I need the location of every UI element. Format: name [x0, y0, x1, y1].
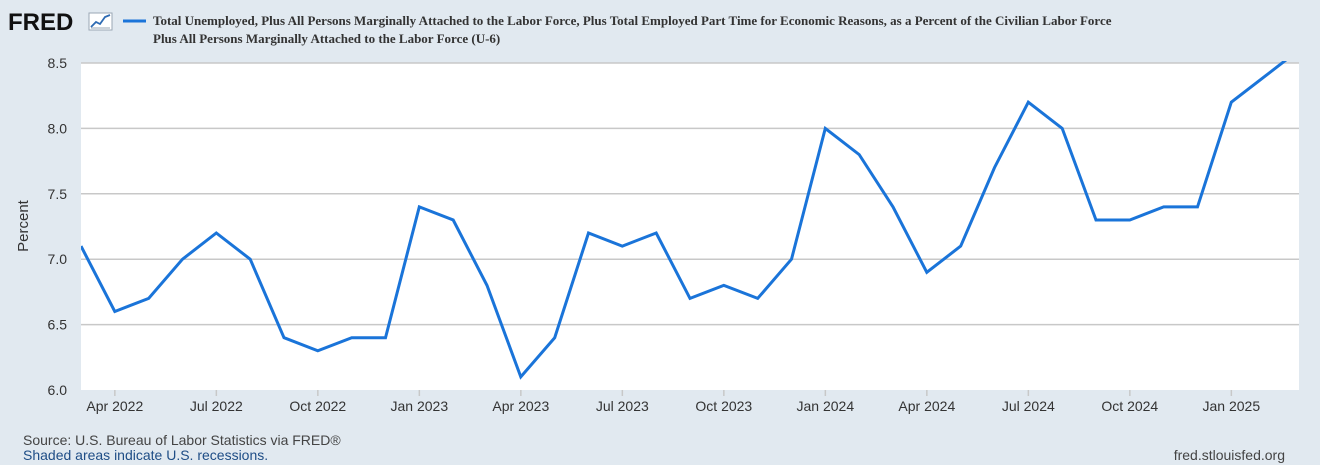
data-point[interactable]: [382, 334, 390, 342]
data-point[interactable]: [1058, 124, 1066, 132]
data-point[interactable]: [991, 164, 999, 172]
x-tick-label: Oct 2024: [1101, 398, 1158, 414]
x-tick-label: Apr 2022: [86, 398, 143, 414]
y-tick-label: 6.5: [48, 317, 68, 333]
data-point[interactable]: [179, 255, 187, 263]
data-point[interactable]: [618, 242, 626, 250]
x-tick-label: Apr 2024: [898, 398, 955, 414]
x-tick-label: Apr 2023: [492, 398, 549, 414]
x-tick-label: Jul 2023: [596, 398, 649, 414]
y-tick-label: 8.5: [48, 55, 68, 71]
legend-label-line2: Plus All Persons Marginally Attached to …: [153, 31, 500, 46]
x-tick-label: Oct 2022: [289, 398, 346, 414]
data-point[interactable]: [855, 151, 863, 159]
data-point[interactable]: [686, 294, 694, 302]
y-tick-label: 7.5: [48, 186, 68, 202]
data-point[interactable]: [551, 334, 559, 342]
data-point[interactable]: [923, 268, 931, 276]
source-note: Source: U.S. Bureau of Labor Statistics …: [23, 432, 341, 448]
x-tick-label: Jan 2024: [797, 398, 855, 414]
data-point[interactable]: [1024, 98, 1032, 106]
x-tick-label: Jan 2025: [1203, 398, 1261, 414]
data-point[interactable]: [788, 255, 796, 263]
data-point[interactable]: [348, 334, 356, 342]
data-point[interactable]: [1126, 216, 1134, 224]
fred-logo-graph-icon: [88, 12, 113, 31]
data-point[interactable]: [889, 203, 897, 211]
data-point[interactable]: [111, 308, 119, 316]
plot-area: [81, 63, 1299, 390]
data-point[interactable]: [957, 242, 965, 250]
y-tick-label: 7.0: [48, 251, 68, 267]
data-point[interactable]: [754, 294, 762, 302]
y-axis-title: Percent: [15, 199, 32, 252]
x-axis-ticks: Apr 2022 Jul 2022 Oct 2022 Jan 2023 Apr 2023…: [86, 390, 1260, 414]
data-point[interactable]: [585, 229, 593, 237]
legend-label-line1: Total Unemployed, Plus All Persons Margi…: [153, 13, 1112, 28]
series-layer: [77, 46, 1303, 381]
data-point[interactable]: [720, 281, 728, 289]
site-url[interactable]: fred.stlouisfed.org: [1173, 447, 1285, 463]
fred-logo-text: FRED: [8, 9, 73, 36]
x-tick-label: Jan 2023: [391, 398, 449, 414]
recession-note: Shaded areas indicate U.S. recessions.: [23, 447, 269, 463]
data-point[interactable]: [1092, 216, 1100, 224]
data-point[interactable]: [1261, 72, 1269, 80]
grid-lines: [81, 62, 1299, 326]
legend: Total Unemployed, Plus All Persons Margi…: [123, 13, 1112, 46]
data-point[interactable]: [415, 203, 423, 211]
series-line[interactable]: [81, 50, 1299, 380]
data-point[interactable]: [1227, 98, 1235, 106]
data-point[interactable]: [483, 281, 491, 289]
data-point[interactable]: [652, 229, 660, 237]
data-point[interactable]: [246, 255, 254, 263]
x-tick-label: Oct 2023: [695, 398, 752, 414]
fred-logo[interactable]: FRED: [8, 9, 113, 36]
data-point[interactable]: [821, 124, 829, 132]
data-point[interactable]: [1160, 203, 1168, 211]
data-point[interactable]: [517, 373, 525, 381]
data-point[interactable]: [212, 229, 220, 237]
x-tick-label: Jul 2024: [1002, 398, 1055, 414]
data-point[interactable]: [449, 216, 457, 224]
data-point[interactable]: [1194, 203, 1202, 211]
data-point[interactable]: [1295, 46, 1303, 54]
y-tick-label: 6.0: [48, 382, 68, 398]
data-point[interactable]: [314, 347, 322, 355]
data-point[interactable]: [77, 242, 85, 250]
y-axis-ticks: 6.0 6.5 7.0 7.5 8.0 8.5: [48, 55, 68, 398]
y-tick-label: 8.0: [48, 120, 68, 136]
x-tick-label: Jul 2022: [190, 398, 243, 414]
data-point[interactable]: [145, 294, 153, 302]
data-point[interactable]: [280, 334, 288, 342]
